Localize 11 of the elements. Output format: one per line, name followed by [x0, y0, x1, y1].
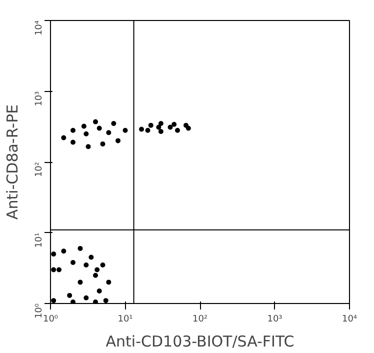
y-tick-label: 10²	[34, 162, 44, 178]
x-tick-label: 10²	[192, 314, 208, 324]
x-tick-label: 10³	[267, 314, 283, 324]
y-tick-label: 10³	[34, 90, 44, 106]
x-axis-title: Anti-CD103-BIOT/SA-FITC	[106, 332, 294, 350]
x-tick-label: 10¹	[118, 314, 134, 324]
x-tick-label: 10⁰	[42, 314, 58, 324]
x-tick-label: 10⁴	[342, 314, 358, 324]
y-tick-label: 10⁴	[34, 20, 44, 36]
y-tick-label: 10¹	[34, 232, 44, 248]
y-axis-title: Anti-CD8a-R-PE	[4, 104, 22, 220]
